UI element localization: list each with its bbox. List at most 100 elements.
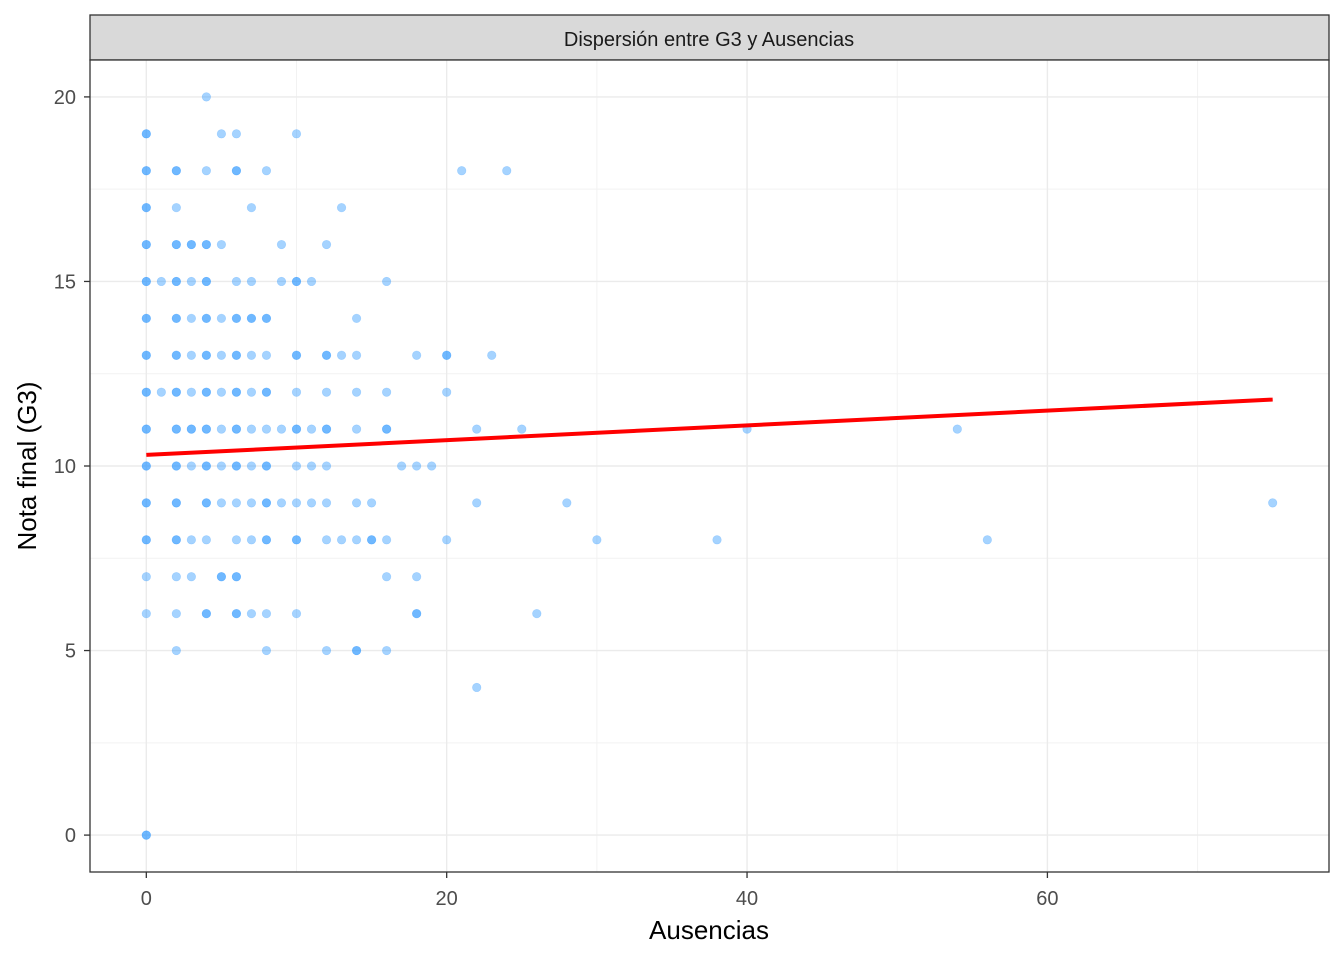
data-point — [321, 498, 332, 508]
data-point — [231, 313, 242, 323]
data-point — [231, 276, 242, 287]
data-point — [216, 239, 227, 250]
data-point — [186, 239, 196, 250]
data-point — [171, 350, 181, 360]
data-point — [246, 461, 257, 471]
data-point — [171, 609, 181, 619]
data-point — [321, 387, 332, 397]
data-point — [1268, 498, 1278, 508]
data-point — [351, 387, 362, 397]
data-point — [141, 350, 151, 360]
data-point — [382, 645, 392, 656]
data-point — [306, 461, 317, 471]
data-point — [291, 350, 302, 360]
data-point — [246, 276, 257, 287]
data-point — [412, 461, 422, 471]
data-point — [186, 424, 196, 434]
data-point — [201, 461, 211, 471]
data-point — [246, 313, 257, 323]
data-point — [201, 92, 211, 102]
data-point — [261, 313, 272, 323]
data-point — [246, 313, 257, 323]
data-point — [141, 830, 151, 840]
data-point — [306, 276, 317, 287]
data-point — [171, 387, 181, 397]
data-point — [171, 166, 181, 176]
data-point — [141, 129, 151, 139]
data-point — [472, 498, 482, 508]
data-point — [231, 609, 242, 619]
data-point — [291, 535, 302, 545]
data-point — [156, 276, 166, 287]
data-point — [186, 239, 196, 250]
data-point — [201, 350, 211, 360]
data-point — [141, 498, 151, 508]
data-point — [141, 239, 151, 250]
x-tick-label: 20 — [436, 888, 458, 910]
data-point — [261, 387, 272, 397]
data-point — [216, 424, 227, 434]
data-point — [321, 424, 332, 434]
x-axis-label: Ausencias — [649, 915, 769, 945]
data-point — [231, 535, 242, 545]
data-point — [141, 609, 151, 619]
data-point — [351, 645, 362, 656]
data-point — [231, 166, 242, 176]
data-point — [216, 387, 227, 397]
data-point — [351, 313, 362, 323]
data-point — [171, 276, 181, 287]
data-point — [532, 609, 542, 619]
data-point — [186, 424, 196, 434]
data-point — [141, 498, 151, 508]
data-point — [427, 461, 437, 471]
data-point — [186, 313, 196, 323]
data-point — [231, 572, 242, 582]
data-point — [291, 129, 302, 139]
data-point — [231, 129, 242, 139]
data-point — [562, 498, 572, 508]
data-point — [141, 203, 151, 213]
data-point — [261, 350, 272, 360]
data-point — [141, 166, 151, 176]
data-point — [382, 535, 392, 545]
chart-title: Dispersión entre G3 y Ausencias — [564, 29, 854, 51]
data-point — [291, 609, 302, 619]
data-point — [141, 166, 151, 176]
data-point — [231, 350, 242, 360]
data-point — [201, 276, 211, 287]
data-point — [171, 313, 181, 323]
data-point — [321, 424, 332, 434]
data-point — [201, 424, 211, 434]
data-point — [141, 350, 151, 360]
data-point — [231, 461, 242, 471]
data-point — [216, 350, 227, 360]
data-point — [472, 682, 482, 693]
data-point — [171, 276, 181, 287]
data-point — [712, 535, 722, 545]
data-point — [291, 424, 302, 434]
data-point — [397, 461, 407, 471]
data-point — [351, 498, 362, 508]
data-point — [261, 424, 272, 434]
data-point — [592, 535, 602, 545]
data-point — [276, 239, 287, 250]
data-point — [171, 424, 181, 434]
data-point — [186, 387, 196, 397]
data-point — [141, 239, 151, 250]
grid-major — [90, 60, 1329, 872]
data-point — [321, 535, 332, 545]
data-point — [246, 387, 257, 397]
data-point — [336, 350, 347, 360]
y-tick-label: 10 — [54, 456, 76, 478]
data-point — [246, 350, 257, 360]
data-point — [216, 572, 227, 582]
data-point — [321, 350, 332, 360]
data-point — [216, 461, 227, 471]
data-point — [186, 535, 196, 545]
data-point — [351, 350, 362, 360]
data-point — [231, 572, 242, 582]
data-point — [276, 424, 287, 434]
trend-line — [146, 397, 1273, 457]
